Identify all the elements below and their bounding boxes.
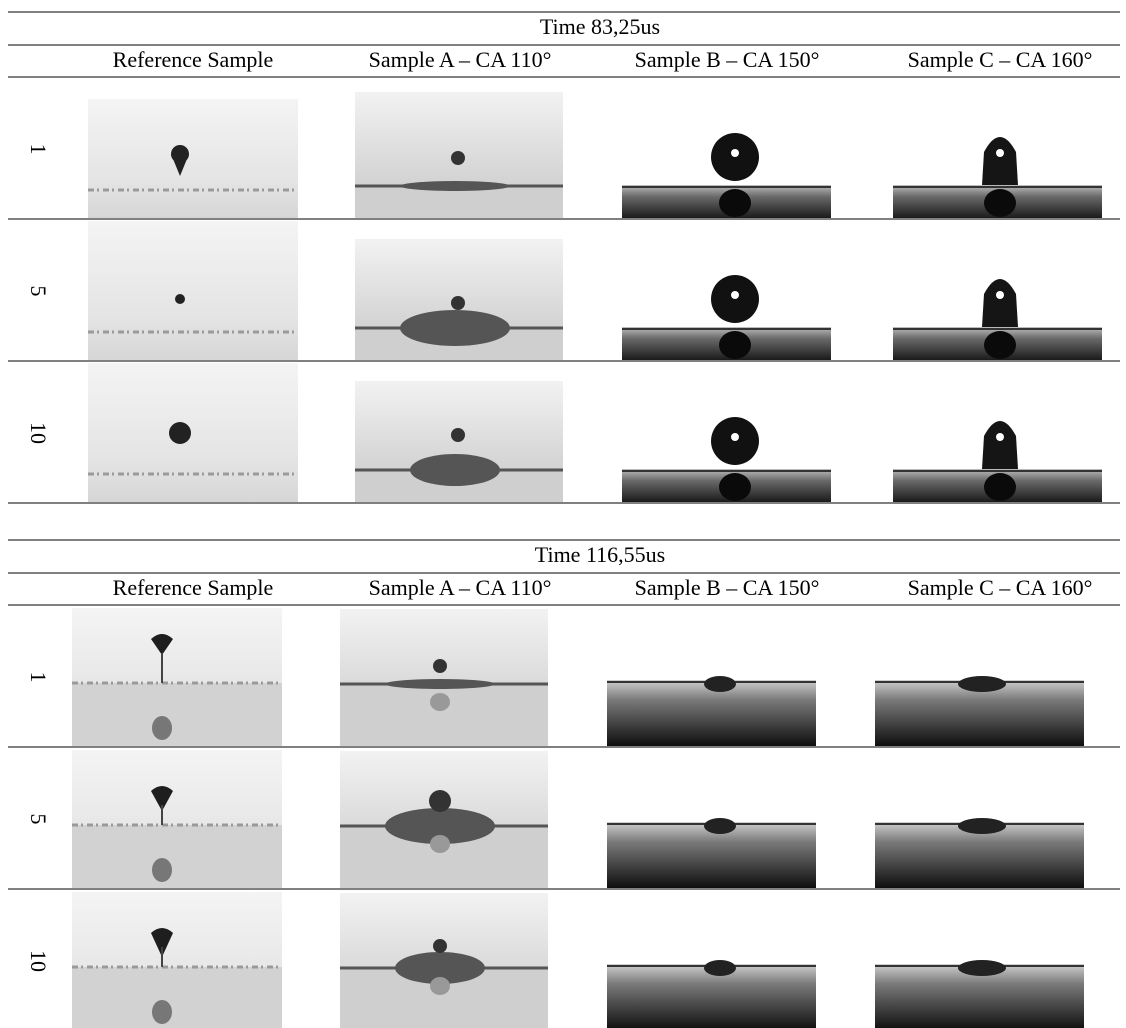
reflection: [719, 331, 751, 359]
spread-droplet: [958, 676, 1006, 692]
reflection: [719, 473, 751, 501]
droplet: [433, 939, 447, 953]
reflection: [430, 977, 450, 995]
table: Time 116,55us Reference Sample Sample A – …: [8, 540, 1120, 1028]
droplet-highlight: [996, 433, 1004, 441]
droplet: [175, 294, 185, 304]
droplet: [451, 296, 465, 310]
reflection: [430, 693, 450, 711]
row-label: 5: [26, 814, 51, 825]
column-header: Sample A – CA 110°: [369, 47, 552, 72]
column-header: Sample C – CA 160°: [908, 47, 1093, 72]
droplet: [429, 790, 451, 812]
column-header: Sample B – CA 150°: [635, 47, 820, 72]
row-label: 1: [26, 672, 51, 683]
column-header: Reference Sample: [113, 47, 274, 72]
table: Time 83,25us Reference Sample Sample A – C…: [8, 12, 1120, 503]
droplet-highlight: [996, 291, 1004, 299]
column-header: Sample A – CA 110°: [369, 575, 552, 600]
spread-droplet: [704, 960, 736, 976]
droplet: [982, 137, 1018, 185]
row-label: 1: [26, 144, 51, 155]
row-label: 10: [26, 950, 51, 972]
dome: [385, 679, 495, 689]
image-lower: [72, 825, 282, 888]
dome: [400, 310, 510, 346]
table-title: Time 83,25us: [540, 14, 660, 39]
spread-droplet: [958, 960, 1006, 976]
image-background: [88, 221, 298, 360]
image-background: [88, 99, 298, 218]
droplet: [451, 428, 465, 442]
droplet-highlight: [731, 291, 739, 299]
reflection: [430, 835, 450, 853]
reflection: [984, 473, 1016, 501]
image-background: [88, 363, 298, 502]
reflection: [984, 189, 1016, 217]
spread-droplet: [958, 818, 1006, 834]
reflection: [984, 331, 1016, 359]
droplet-highlight: [731, 433, 739, 441]
dome: [400, 181, 510, 191]
droplet-highlight: [731, 149, 739, 157]
droplet: [451, 151, 465, 165]
column-header: Reference Sample: [113, 575, 274, 600]
reflection: [152, 716, 172, 740]
dome: [410, 454, 500, 486]
reflection: [152, 858, 172, 882]
figure: Time 83,25us Reference Sample Sample A – C…: [0, 0, 1126, 1028]
table-title: Time 116,55us: [535, 542, 665, 567]
image-lower: [72, 967, 282, 1028]
reflection: [719, 189, 751, 217]
droplet: [169, 422, 191, 444]
image-lower: [72, 683, 282, 746]
column-header: Sample B – CA 150°: [635, 575, 820, 600]
spread-droplet: [704, 818, 736, 834]
droplet-highlight: [996, 149, 1004, 157]
droplet: [433, 659, 447, 673]
spread-droplet: [704, 676, 736, 692]
reflection: [152, 1000, 172, 1024]
page: {"tables": [ {"title": "Time 83,25us", "…: [0, 0, 1126, 1028]
column-header: Sample C – CA 160°: [908, 575, 1093, 600]
row-label: 5: [26, 286, 51, 297]
row-label: 10: [26, 422, 51, 444]
droplet: [982, 421, 1018, 469]
image-lower: [340, 684, 548, 746]
droplet: [982, 279, 1018, 327]
